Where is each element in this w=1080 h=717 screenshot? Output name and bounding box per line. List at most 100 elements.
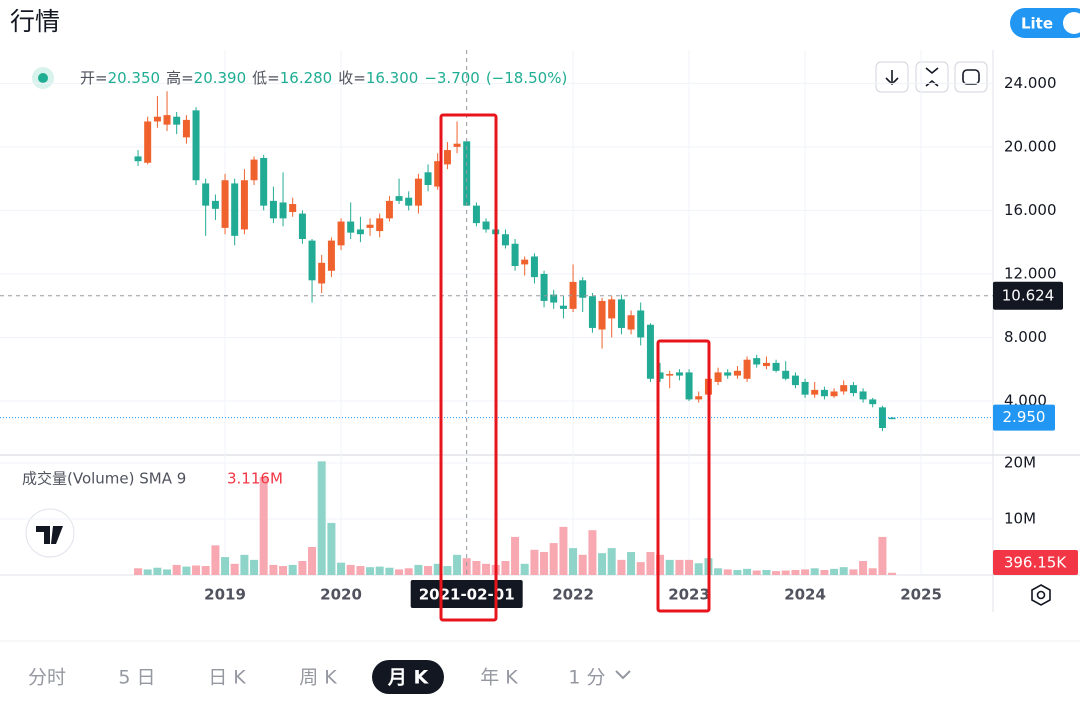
toggle-bg[interactable] <box>1010 8 1080 38</box>
volume-bar <box>578 554 587 575</box>
volume-bar <box>646 552 655 575</box>
last-price-box <box>993 404 1055 431</box>
candle-body <box>811 389 819 395</box>
toggle-knob[interactable] <box>1063 12 1080 34</box>
candle-body <box>134 156 142 162</box>
volume-bar <box>694 563 703 575</box>
collapse-button[interactable] <box>915 61 949 93</box>
volume-bar <box>201 566 210 575</box>
volume-bar <box>433 563 442 575</box>
logo-mark[interactable] <box>36 526 63 544</box>
volume-bar <box>714 568 723 575</box>
candle-body <box>762 362 770 367</box>
legend-value: 20.350 <box>108 69 161 87</box>
candle-body <box>588 296 596 328</box>
volume-bar <box>830 568 839 575</box>
candle-body <box>608 299 616 319</box>
volume-bar <box>540 552 549 575</box>
chart-buttons[interactable] <box>875 61 988 93</box>
volume-bar <box>530 549 539 575</box>
candle-body <box>211 200 219 209</box>
fullscreen-icon[interactable] <box>962 69 980 85</box>
candle-body <box>356 229 364 235</box>
tab[interactable]: 5 日 <box>118 667 155 689</box>
volume-bar <box>801 569 810 575</box>
x-tick-label: 2019 <box>204 586 246 604</box>
volume-bar <box>569 548 578 575</box>
x-tick-label: 2023 <box>668 586 710 604</box>
volume-bar <box>259 477 268 575</box>
tab[interactable]: 年 K <box>480 667 518 689</box>
legend-name: 收= <box>338 69 366 87</box>
candle-body <box>202 183 210 206</box>
candle-body <box>260 158 268 206</box>
down-arrow-icon[interactable] <box>885 70 899 86</box>
tab[interactable]: 分时 <box>28 667 66 689</box>
tab-active-bg[interactable] <box>372 660 444 694</box>
legend-value: 16.280 <box>280 69 333 87</box>
volume-bar <box>443 566 452 575</box>
tradingview-logo[interactable] <box>25 508 75 558</box>
volume-bar <box>878 536 887 575</box>
volume-bar <box>888 572 897 575</box>
candle-body <box>724 372 732 376</box>
crosshair-price-label: 10.624 <box>1002 286 1055 304</box>
volume-bar <box>163 569 172 575</box>
highlight-box <box>439 113 498 622</box>
candle-body <box>434 161 442 187</box>
candle-body <box>521 259 529 265</box>
candle-body <box>298 213 306 239</box>
volume-bar <box>221 557 230 575</box>
candle-body <box>830 391 838 397</box>
settings-icon[interactable] <box>1031 584 1051 606</box>
candle-body <box>540 273 548 301</box>
candle-body <box>279 202 287 219</box>
candle-body <box>308 240 316 281</box>
volume-bar <box>520 563 529 575</box>
volume-bar <box>733 569 742 575</box>
candle-body <box>627 315 635 330</box>
tab[interactable]: 日 K <box>208 667 246 689</box>
lite-toggle[interactable]: Lite <box>1010 8 1080 38</box>
volume-bar <box>549 543 558 575</box>
candle-body <box>269 200 277 219</box>
candle-body <box>192 110 200 181</box>
candle-body <box>859 391 867 400</box>
ohlc-legend: 开=20.350 高=20.390 低=16.280 收=16.300 −3.700 (−… <box>80 69 567 87</box>
volume-bar <box>617 559 626 575</box>
volume-bar <box>772 571 781 575</box>
candle-body <box>221 180 229 228</box>
volume-bar <box>627 552 636 575</box>
volume-last-box <box>993 550 1078 575</box>
tab[interactable]: 周 K <box>299 667 337 689</box>
settings-icon-center[interactable] <box>1036 590 1046 600</box>
x-tick-label: 2024 <box>784 586 826 604</box>
volume-bar <box>665 559 674 575</box>
tab[interactable]: 1 分 <box>568 667 605 689</box>
volume-bar <box>781 570 790 575</box>
candle-body <box>424 172 432 185</box>
y-tick-label: 16.000 <box>1004 201 1057 219</box>
volume-title: 成交量(Volume) SMA 9 <box>22 470 186 488</box>
candle-body <box>443 150 451 165</box>
legend-dot <box>38 73 48 83</box>
volume-bar <box>395 569 404 575</box>
tab[interactable]: 月 K <box>387 667 430 689</box>
y-tick-label: 20.000 <box>1004 137 1057 155</box>
volume-bar <box>607 548 616 575</box>
candle-body <box>376 218 384 232</box>
collapse-icon[interactable] <box>925 67 939 87</box>
volume-bar <box>404 568 413 575</box>
volume-bar <box>250 559 259 575</box>
fullscreen-button[interactable] <box>954 61 988 93</box>
y-tick-label: 24.000 <box>1004 74 1057 92</box>
settings-button[interactable] <box>1031 584 1051 606</box>
tab-dropdown-icon[interactable] <box>615 670 631 680</box>
toggle-label[interactable]: Lite <box>1021 15 1053 33</box>
candle-body <box>153 116 161 122</box>
candle-body <box>840 385 848 392</box>
candle-body <box>337 221 345 246</box>
volume-bar <box>298 561 307 575</box>
crosshair-date-label: 2021-02-01 <box>419 586 515 604</box>
candle-body <box>646 324 654 379</box>
